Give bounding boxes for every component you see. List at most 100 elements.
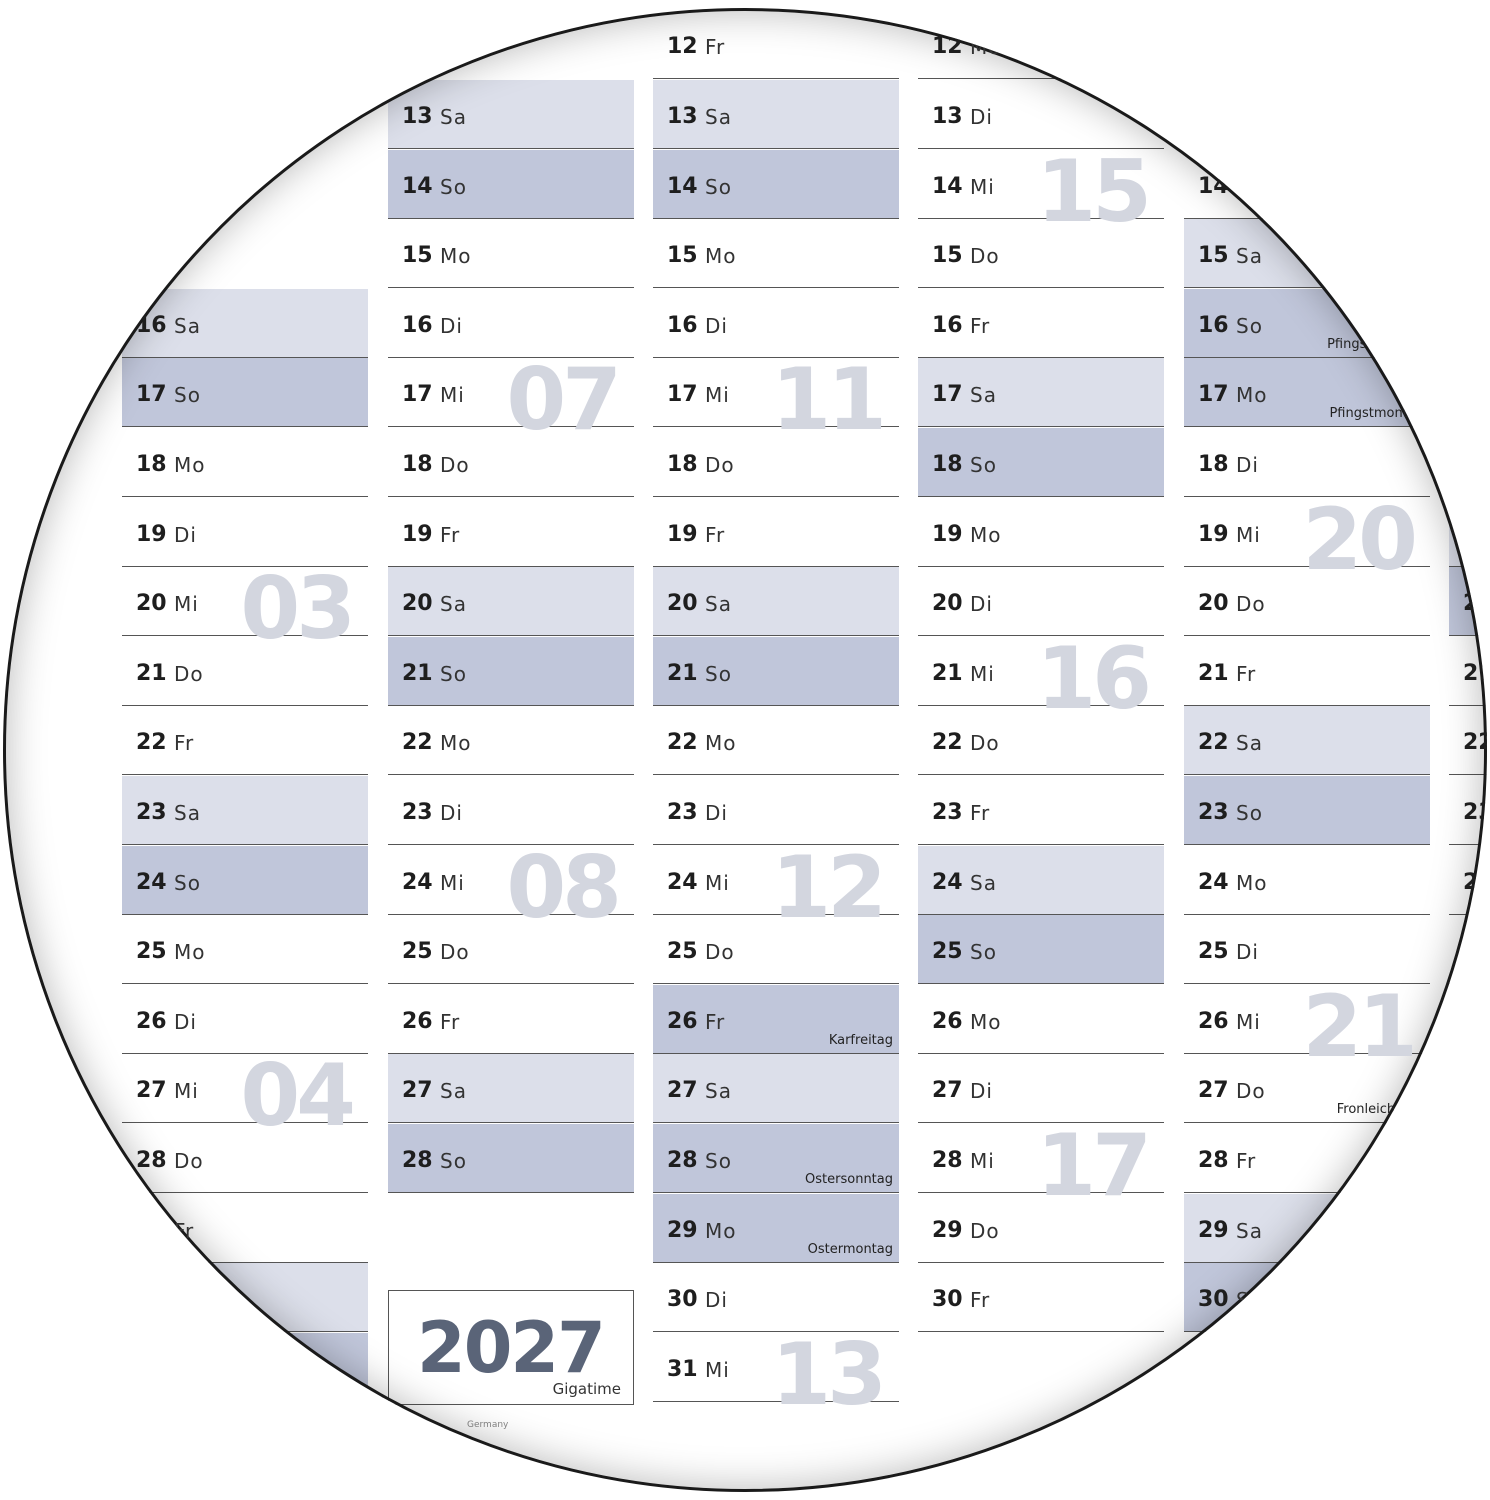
day-row: 15 Mo [653,219,899,289]
day-row: 25 Do [653,915,899,985]
day-row: 22 Mo [388,706,634,776]
week-number: 04 [240,1046,356,1147]
weekday: Mi [705,870,730,895]
day-row: 29 Mo Ostermontag [653,1193,899,1263]
weekday: Di [440,313,463,338]
weekday: Mi [970,174,995,199]
holiday: Karfreitag [828,1032,893,1048]
weekday: Do [705,453,735,477]
day-number: 20 [932,591,963,617]
weekday: Mo [970,35,1002,60]
day-row: 24 So [122,845,368,915]
day-number: 24 [667,869,698,895]
weekday: So [1236,1288,1263,1313]
weekday: Di [705,1288,728,1313]
day-number: 31 [667,1356,698,1382]
day-row: 17 Sa [918,358,1164,428]
day-row: 22Di [1449,706,1487,776]
day-number: 18 [1198,452,1229,477]
weekday: Di [1236,940,1259,965]
day-row: 16 Di [653,289,899,358]
day-number: 27 [667,1078,698,1104]
year-box: 2027 Gigatime [388,1290,634,1405]
day-number: 18 [136,452,167,477]
day-row: 29 Fr [122,1194,368,1263]
day-row: 24 Mi 08 [388,838,634,938]
day-number: 16 [1198,312,1229,338]
day-number: 21 [402,660,433,686]
day-row: 15 Sa [1184,219,1430,289]
day-row: 17 Mo Pfingstmontag [1184,358,1430,428]
day-number: 23 [932,800,963,825]
day-number: 24 [932,869,963,895]
week-number: 03 [240,559,356,660]
day-number: 28 [667,1148,698,1173]
day-number: 17 [136,382,167,408]
day-row: 16 Fr [918,289,1164,358]
day-row: 15 Do [918,219,1164,289]
day-number: 24 [1198,869,1229,895]
weekday: So [970,940,997,965]
weekday: Di [705,801,728,825]
day-row: 18 Mo [122,428,368,497]
weekday: Do [970,731,1000,756]
day-number: 15 [402,243,433,269]
weekday: Do [705,940,735,965]
day-row: 23 Di [653,776,899,845]
day-row: 21Mo [1449,637,1487,706]
weekday: Di [1236,453,1259,477]
weekday: Di [970,105,993,129]
day-number: 21 [667,660,698,686]
week-number: 17 [1036,1116,1152,1216]
weekday: So [970,453,997,477]
brand: Gigatime [552,1380,621,1398]
day-row: 27 Di [918,1054,1164,1124]
weekday: Mi [1236,1009,1261,1034]
day-number: 20 [1463,591,1487,617]
weekday: Mo [970,1009,1002,1034]
day-row: 27 Do Fronleichnam [1184,1054,1430,1124]
day-number: 19 [667,521,698,547]
day-number: 22 [1198,730,1229,756]
day-number: 29 [136,1217,167,1243]
weekday: Sa [1236,731,1263,756]
day-row: 18 Do [653,428,899,497]
day-number: 28 [136,1148,167,1173]
day-number: 23 [402,800,433,825]
day-row: 22 Mo [653,706,899,776]
weekday: Do [970,1218,1000,1243]
weekday: Fr [440,522,461,547]
day-number: 22 [667,730,698,756]
weekday: So [440,174,467,199]
day-row: 21 So [388,636,634,706]
weekday: Mi [970,1149,995,1173]
day-number: 28 [402,1148,433,1173]
holiday: Pfingstsonntag [1327,336,1424,352]
day-row: 15 Mo [388,219,634,289]
day-row: 21 Mi 16 [918,629,1164,729]
weekday: Mi [970,661,995,686]
weekday: Sa [174,313,201,338]
day-number: 19 [1463,521,1487,547]
day-row: 25 Mo [122,915,368,985]
day-row: 18 Do [388,428,634,497]
weekday: Di [174,1009,197,1034]
day-number: 25 [1463,939,1487,965]
day-number: 15 [667,243,698,269]
day-row: 25 Di [1184,915,1430,985]
weekday: Fr [970,313,991,338]
day-row: 31 Mi 13 [653,1325,899,1425]
day-number: 21 [1198,660,1229,686]
day-row: 29 Do [918,1194,1164,1263]
day-row: 16 So Pfingstsonntag [1184,288,1430,358]
day-row: 28 So Ostersonntag [653,1124,899,1193]
day-number: 24 [136,869,167,895]
weekday: So [705,661,732,686]
day-row: 23Mi [1449,776,1487,845]
day-row: 28 Do [122,1124,368,1193]
day-number: 26 [667,1008,698,1034]
weekday: Fr [1236,174,1257,199]
day-number: 17 [932,382,963,408]
weekday: Mo [440,244,472,269]
day-number: 20 [136,591,167,617]
